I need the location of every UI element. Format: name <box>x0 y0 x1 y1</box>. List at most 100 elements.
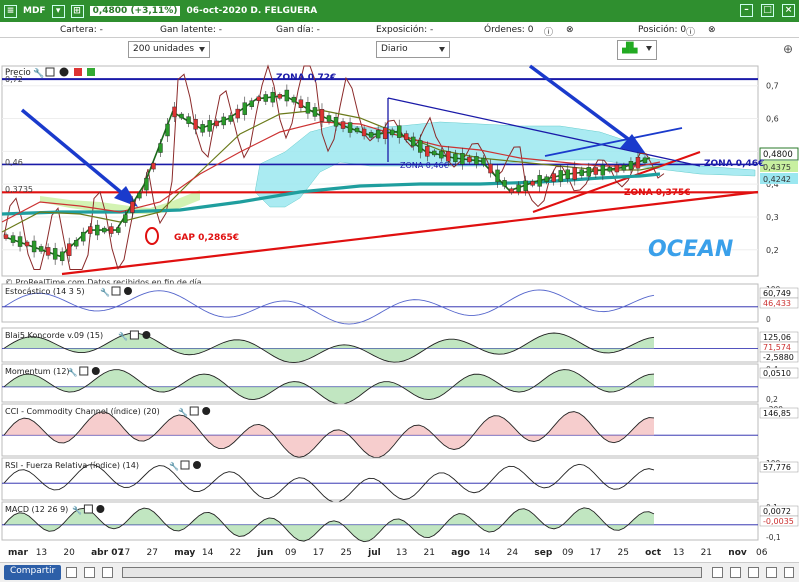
close-icon[interactable] <box>124 287 132 295</box>
indicator-value: 57,776 <box>763 463 791 472</box>
close-icon[interactable] <box>142 331 151 339</box>
trade-icon[interactable]: ⊞ <box>70 4 84 18</box>
window-icon[interactable] <box>129 330 139 340</box>
window-icon[interactable] <box>45 67 55 77</box>
candle-body <box>375 129 381 139</box>
color-icon[interactable] <box>74 68 82 76</box>
price-tick-label: 0,7 <box>766 82 779 91</box>
ocean-label: OCEAN <box>648 237 733 262</box>
compare-icon[interactable] <box>102 567 113 578</box>
candle-body <box>144 177 149 191</box>
candle-body <box>284 89 290 102</box>
candle-body <box>74 239 79 247</box>
chevron-down-icon <box>646 46 652 51</box>
chart-type-icon: ▟▙ <box>622 43 638 54</box>
x-tick-label: 13 <box>673 548 684 558</box>
period-select[interactable]: Diario <box>376 41 450 58</box>
candle-body <box>200 124 205 133</box>
close-icon[interactable] <box>91 367 100 375</box>
blue-channel-line <box>544 127 683 157</box>
dropdown-icon[interactable]: ▾ <box>51 4 65 18</box>
add-panel-icon[interactable]: ⊕ <box>783 42 794 56</box>
candle-body <box>66 243 72 256</box>
indicator-title: Estocástico (14 3 5) <box>5 287 85 296</box>
candle-body <box>551 173 556 182</box>
moving-average-brown <box>3 64 665 270</box>
indicator-panel-mom: Momentum (12)🔧0,40,20,0510 <box>1 363 799 405</box>
chart-area[interactable]: 0,70,60,50,40,30,2 0,72 0,46 0,3735 0,48… <box>0 62 799 562</box>
indicator-fill <box>4 333 654 363</box>
exposicion-label: Exposición: - <box>376 25 434 35</box>
wrench-icon[interactable]: 🔧 <box>68 367 78 377</box>
indicator-value-box <box>759 351 799 363</box>
moving-average-olive <box>1 109 661 233</box>
indicator-value-box <box>759 461 799 473</box>
close-icon[interactable] <box>59 67 69 77</box>
candle-body <box>137 192 142 199</box>
maximize-icon[interactable]: □ <box>761 4 774 17</box>
window-icon[interactable] <box>83 504 93 514</box>
indicator-value: 125,06 <box>763 333 791 342</box>
candle-body <box>298 99 304 108</box>
wrench-icon[interactable]: 🔧 <box>169 461 179 471</box>
wrench-icon[interactable]: 🔧 <box>118 331 128 341</box>
candle-body <box>347 122 353 133</box>
candle-body <box>481 157 486 165</box>
camera-icon[interactable] <box>66 567 77 578</box>
ordenes-info-icon[interactable]: ⓘ <box>544 28 554 38</box>
fullscreen-icon[interactable] <box>84 567 95 578</box>
x-tick-label: 21 <box>701 548 712 558</box>
x-tick-label: 17 <box>313 548 324 558</box>
left-label-mid: 0,46 <box>5 158 23 167</box>
candle-body <box>418 140 423 153</box>
candle-body <box>95 224 100 236</box>
wrench-icon[interactable]: 🔧 <box>72 505 82 515</box>
x-tick-label: 09 <box>285 548 297 558</box>
x-tick-label: 25 <box>617 548 628 558</box>
close-icon[interactable] <box>193 461 201 469</box>
wrench-icon[interactable]: 🔧 <box>178 407 188 417</box>
zoom-out-icon[interactable] <box>730 567 741 578</box>
posicion-cancel-icon[interactable]: ⊗ <box>708 25 716 35</box>
candle-body <box>235 108 240 119</box>
settings-icon[interactable] <box>766 567 777 578</box>
close-icon[interactable]: × <box>782 4 795 17</box>
price-tick-label: 0,4 <box>766 180 779 189</box>
candle-body <box>354 127 360 133</box>
expand-icon[interactable] <box>784 567 794 578</box>
window-icon[interactable] <box>111 286 121 296</box>
units-select[interactable]: 200 unidades <box>128 41 210 58</box>
candle-body <box>544 176 549 182</box>
posicion-info-icon[interactable]: ⓘ <box>686 28 696 38</box>
window-title: 06-oct-2020 D. FELGUERA <box>186 6 318 16</box>
candle-body <box>432 150 437 156</box>
account-bar: Cartera: - Gan latente: - Gan día: - Exp… <box>0 22 799 38</box>
x-tick-label: 22 <box>230 548 241 558</box>
horizontal-scrollbar[interactable] <box>122 567 702 578</box>
price-panel-header: Precio 🔧 <box>5 67 95 79</box>
price-change: 0,4800 (+3,11%) <box>89 6 181 16</box>
zoom-in-icon[interactable] <box>712 567 723 578</box>
x-tick-label: 24 <box>507 548 519 558</box>
candle-body <box>404 133 409 140</box>
candle-body <box>305 102 311 114</box>
add-icon[interactable] <box>87 68 95 76</box>
window-icon[interactable] <box>189 406 199 416</box>
share-button[interactable]: Compartir <box>4 565 62 580</box>
ordenes-cancel-icon[interactable]: ⊗ <box>566 25 574 35</box>
window-icon[interactable] <box>79 366 89 376</box>
candle-body <box>635 157 641 169</box>
menu-icon[interactable]: ≡ <box>4 4 17 18</box>
close-icon[interactable] <box>96 505 105 513</box>
indicators-button[interactable]: ▟▙ <box>617 40 657 60</box>
minimize-icon[interactable]: – <box>740 4 753 17</box>
window-icon[interactable] <box>180 460 190 470</box>
zona-046-label: ZONA 0,46€ <box>704 159 764 169</box>
candle-body <box>130 201 135 213</box>
wrench-icon[interactable]: 🔧 <box>33 67 44 79</box>
close-icon[interactable] <box>202 407 211 415</box>
zoom-icon[interactable] <box>748 567 759 578</box>
candle-body <box>509 188 514 193</box>
x-tick-label: 09 <box>562 548 574 558</box>
wrench-icon[interactable]: 🔧 <box>100 287 110 297</box>
